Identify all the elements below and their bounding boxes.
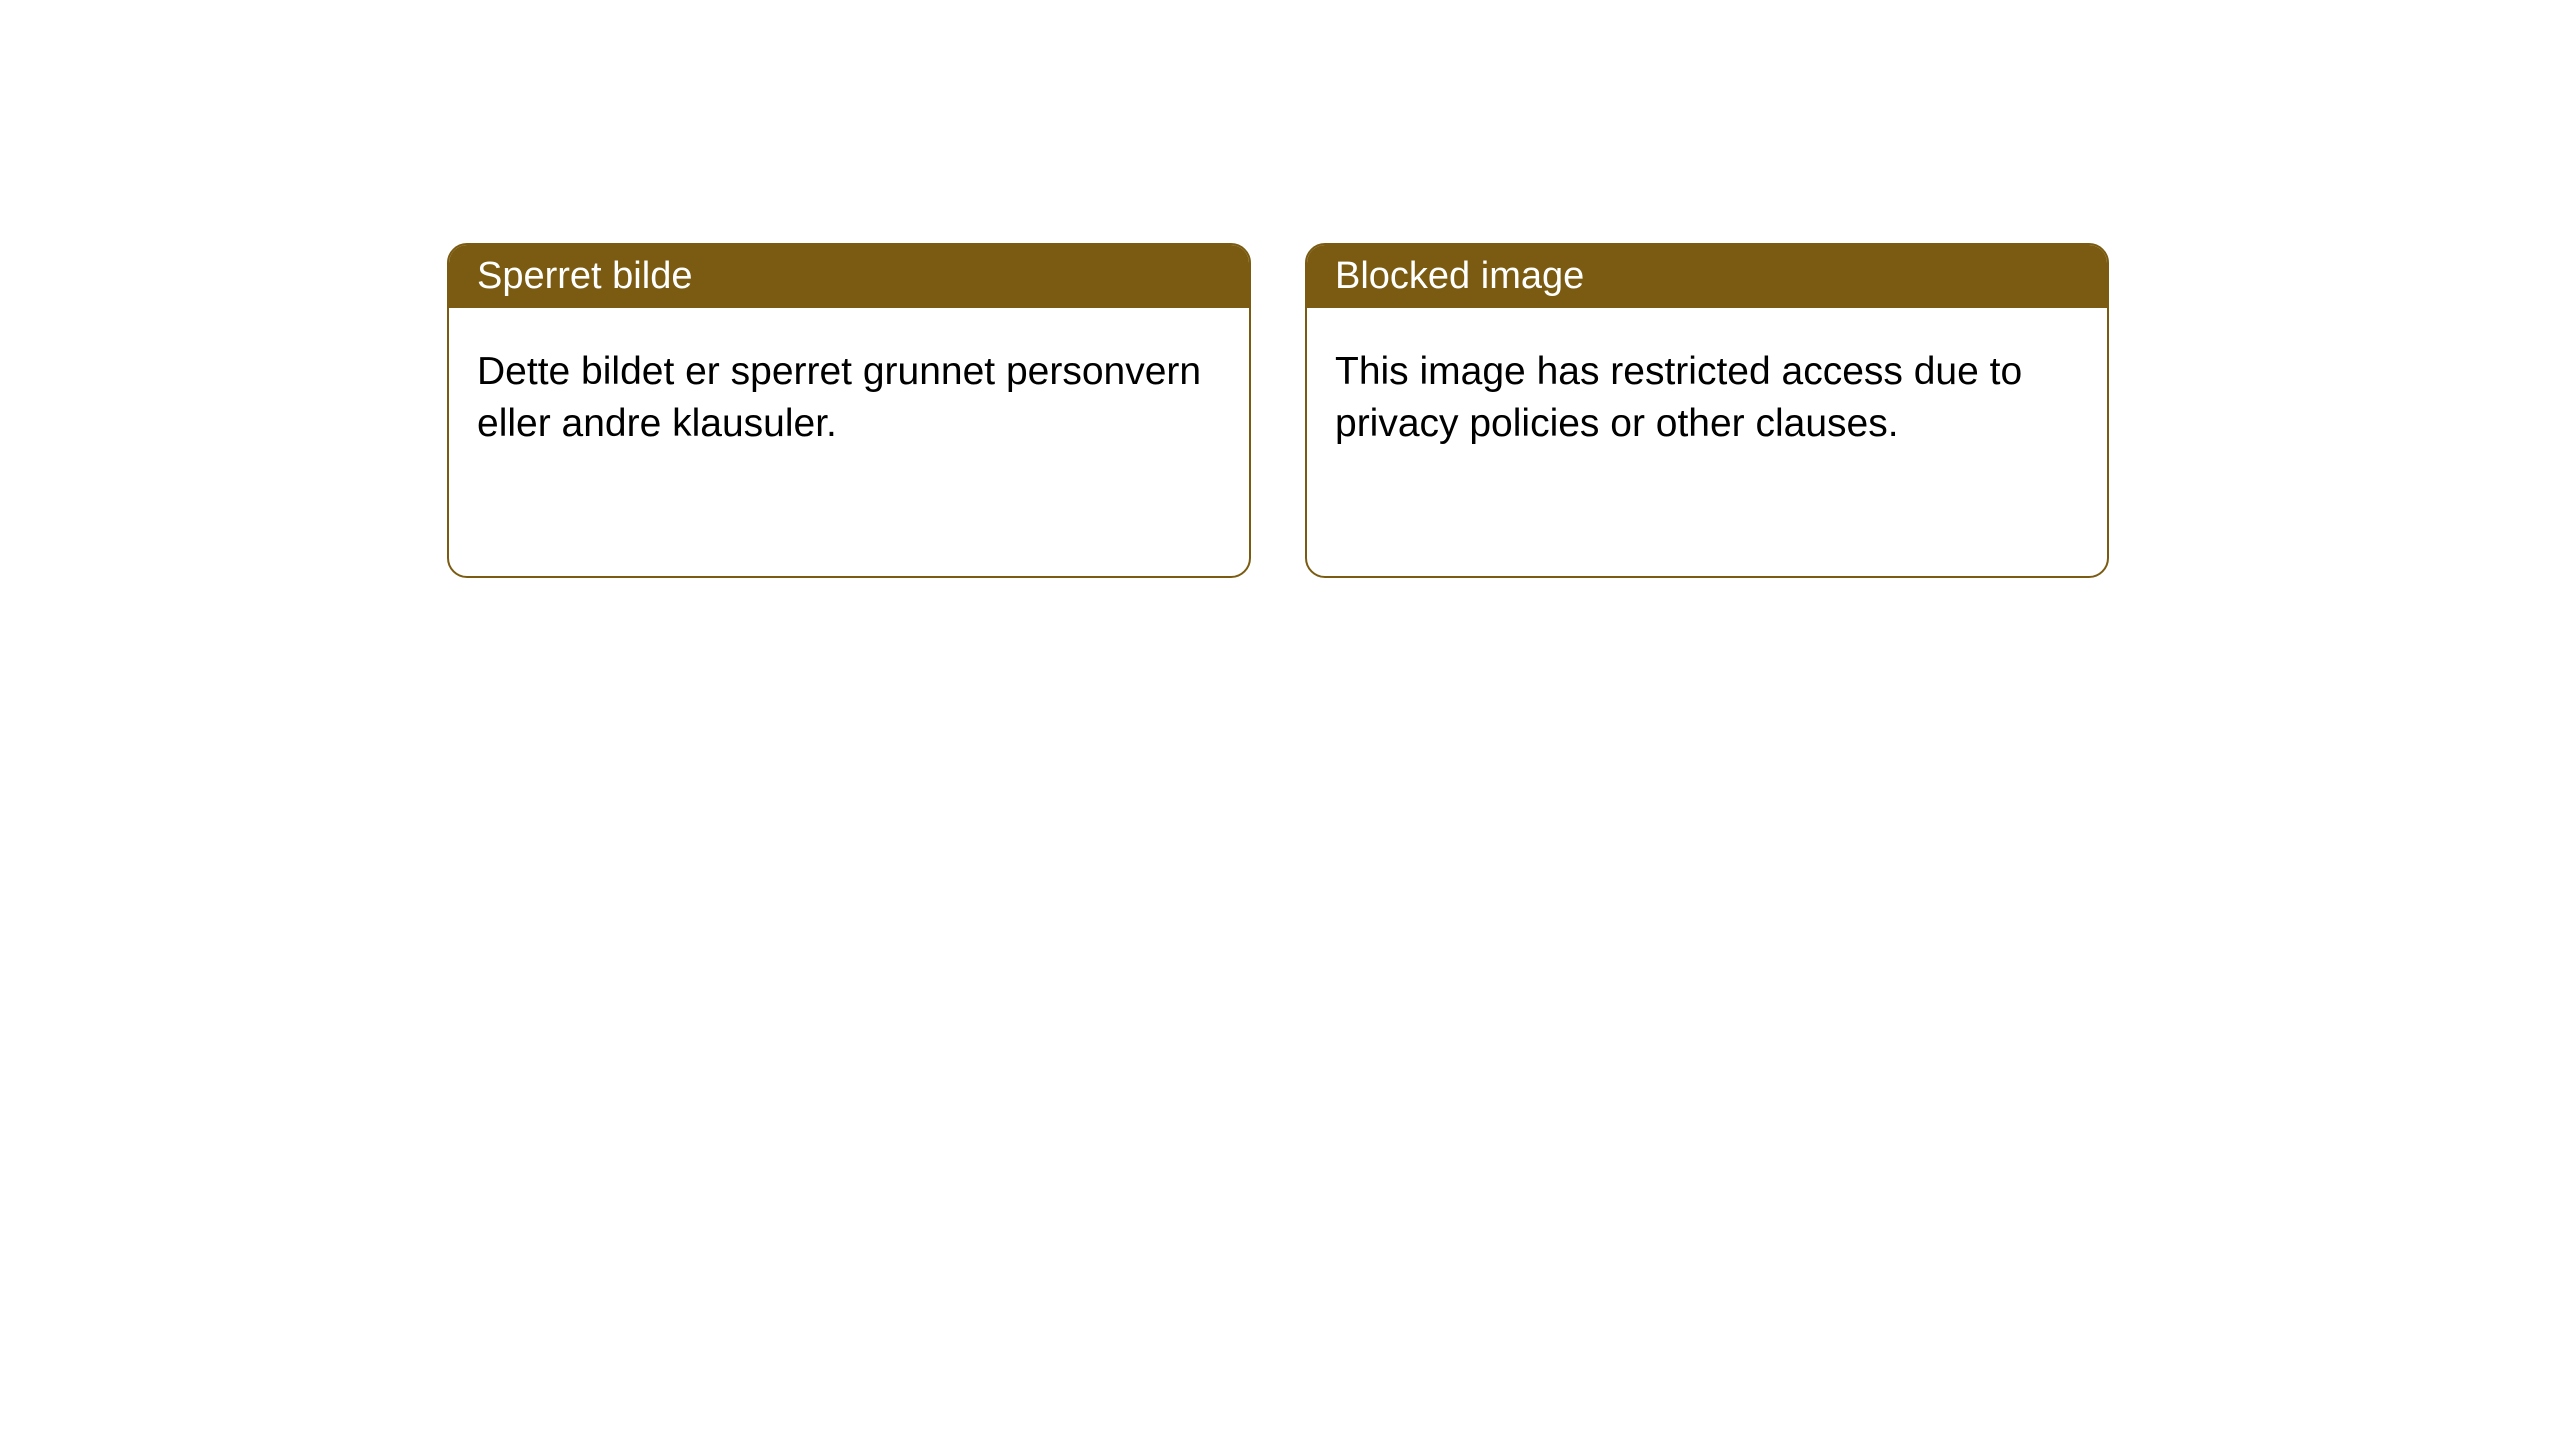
card-body: This image has restricted access due to … <box>1307 308 2107 489</box>
card-header: Sperret bilde <box>449 245 1249 308</box>
card-body: Dette bildet er sperret grunnet personve… <box>449 308 1249 489</box>
card-header: Blocked image <box>1307 245 2107 308</box>
notice-card-english: Blocked image This image has restricted … <box>1305 243 2109 578</box>
notice-card-norwegian: Sperret bilde Dette bildet er sperret gr… <box>447 243 1251 578</box>
notice-cards-container: Sperret bilde Dette bildet er sperret gr… <box>0 0 2560 578</box>
